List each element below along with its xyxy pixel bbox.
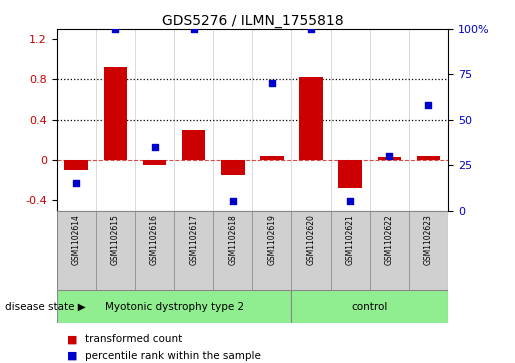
Point (424, 102, 433, 108)
Text: percentile rank within the sample: percentile rank within the sample (85, 351, 261, 361)
Point (268, 81, 276, 86)
Bar (135, 211, 174, 290)
Point (190, 26, 198, 32)
Point (111, 26, 119, 32)
Text: GSM1102614: GSM1102614 (72, 215, 81, 265)
Text: ■: ■ (67, 351, 77, 361)
Text: GSM1102622: GSM1102622 (385, 215, 394, 265)
Bar (409, 211, 448, 290)
Text: GSM1102618: GSM1102618 (228, 215, 237, 265)
Text: Myotonic dystrophy type 2: Myotonic dystrophy type 2 (105, 302, 244, 312)
Bar (182, 130, 205, 160)
Bar (417, 156, 440, 160)
Bar (331, 211, 370, 290)
Bar (143, 160, 166, 165)
Point (307, 26, 315, 32)
Bar (213, 211, 252, 290)
Bar (291, 211, 331, 290)
Text: transformed count: transformed count (85, 334, 182, 344)
Title: GDS5276 / ILMN_1755818: GDS5276 / ILMN_1755818 (162, 14, 343, 28)
Text: GSM1102623: GSM1102623 (424, 215, 433, 265)
Text: control: control (352, 302, 388, 312)
Bar (174, 211, 213, 290)
Bar (370, 211, 409, 290)
Bar (260, 156, 284, 160)
Text: ■: ■ (67, 334, 77, 344)
Point (229, 199, 237, 204)
Bar (57, 211, 96, 290)
Bar (64, 160, 88, 170)
Text: GSM1102621: GSM1102621 (346, 215, 355, 265)
Point (385, 153, 393, 159)
Bar (377, 157, 401, 160)
Bar (338, 160, 362, 188)
Bar (96, 211, 135, 290)
Bar (221, 160, 245, 175)
Bar (299, 77, 323, 160)
Text: GSM1102619: GSM1102619 (267, 215, 277, 265)
Bar (57, 290, 291, 323)
Text: GSM1102620: GSM1102620 (306, 215, 316, 265)
Point (150, 144, 159, 150)
Point (346, 199, 354, 204)
Text: GSM1102616: GSM1102616 (150, 215, 159, 265)
Text: GSM1102615: GSM1102615 (111, 215, 120, 265)
Point (72, 180, 80, 186)
Text: disease state ▶: disease state ▶ (5, 302, 86, 312)
Bar (252, 211, 291, 290)
Bar (104, 68, 127, 160)
Bar (291, 290, 448, 323)
Text: GSM1102617: GSM1102617 (189, 215, 198, 265)
